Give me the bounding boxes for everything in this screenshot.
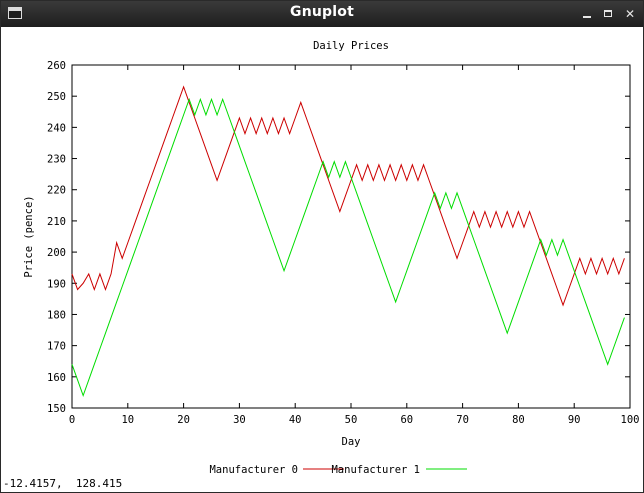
window-title: Gnuplot [290,4,354,20]
x-tick-label: 100 [621,414,640,426]
x-tick-label: 20 [177,414,190,426]
y-tick-label: 180 [47,309,66,321]
y-tick-label: 240 [47,122,66,134]
legend-label-1: Manufacturer 1 [331,464,420,475]
x-tick-label: 60 [400,414,413,426]
series-line-1 [71,97,625,398]
y-axis-label: Price (pence) [23,195,35,277]
y-tick-label: 260 [47,60,66,72]
y-tick-label: 160 [47,372,66,384]
y-tick-label: 200 [47,247,66,259]
x-tick-label: 30 [233,414,246,426]
x-tick-label: 80 [512,414,525,426]
chart-title: Daily Prices [313,40,389,52]
legend: Manufacturer 0 Manufacturer 1 [209,464,467,475]
x-tick-label: 50 [345,414,358,426]
minimize-icon [583,16,591,18]
y-tick-label: 210 [47,216,66,228]
x-tick-label: 70 [456,414,469,426]
plot-frame [71,64,631,409]
close-icon: ✕ [624,7,636,21]
minimize-button[interactable] [578,5,596,23]
legend-label-0: Manufacturer 0 [209,464,298,475]
plot-canvas[interactable]: Daily Prices 0 10 20 30 40 50 60 70 80 90 100 150 16… [1,27,643,475]
y-tick-label: 150 [47,403,66,415]
y-tick-label: 170 [47,341,66,353]
y-tick-label: 250 [47,91,66,103]
maximize-icon [604,10,612,17]
window-icon[interactable] [8,7,22,19]
title-bar[interactable]: Gnuplot ✕ [1,1,643,27]
series-line-0 [71,85,625,307]
x-tick-label: 90 [568,414,581,426]
plot-axes: 0 10 20 30 40 50 60 70 80 90 100 150 160 170 180 190 200… [47,60,639,426]
y-tick-label: 220 [47,185,66,197]
maximize-button[interactable] [599,5,617,23]
y-tick-label: 190 [47,278,66,290]
close-button[interactable]: ✕ [621,5,639,23]
mouse-coordinates: -12.4157, 128.415 [3,477,123,490]
series-layer [71,85,625,398]
x-tick-label: 40 [289,414,302,426]
y-tick-label: 230 [47,154,66,166]
x-tick-label: 10 [121,414,134,426]
x-tick-label: 0 [69,414,75,426]
x-axis-label: Day [342,436,361,448]
